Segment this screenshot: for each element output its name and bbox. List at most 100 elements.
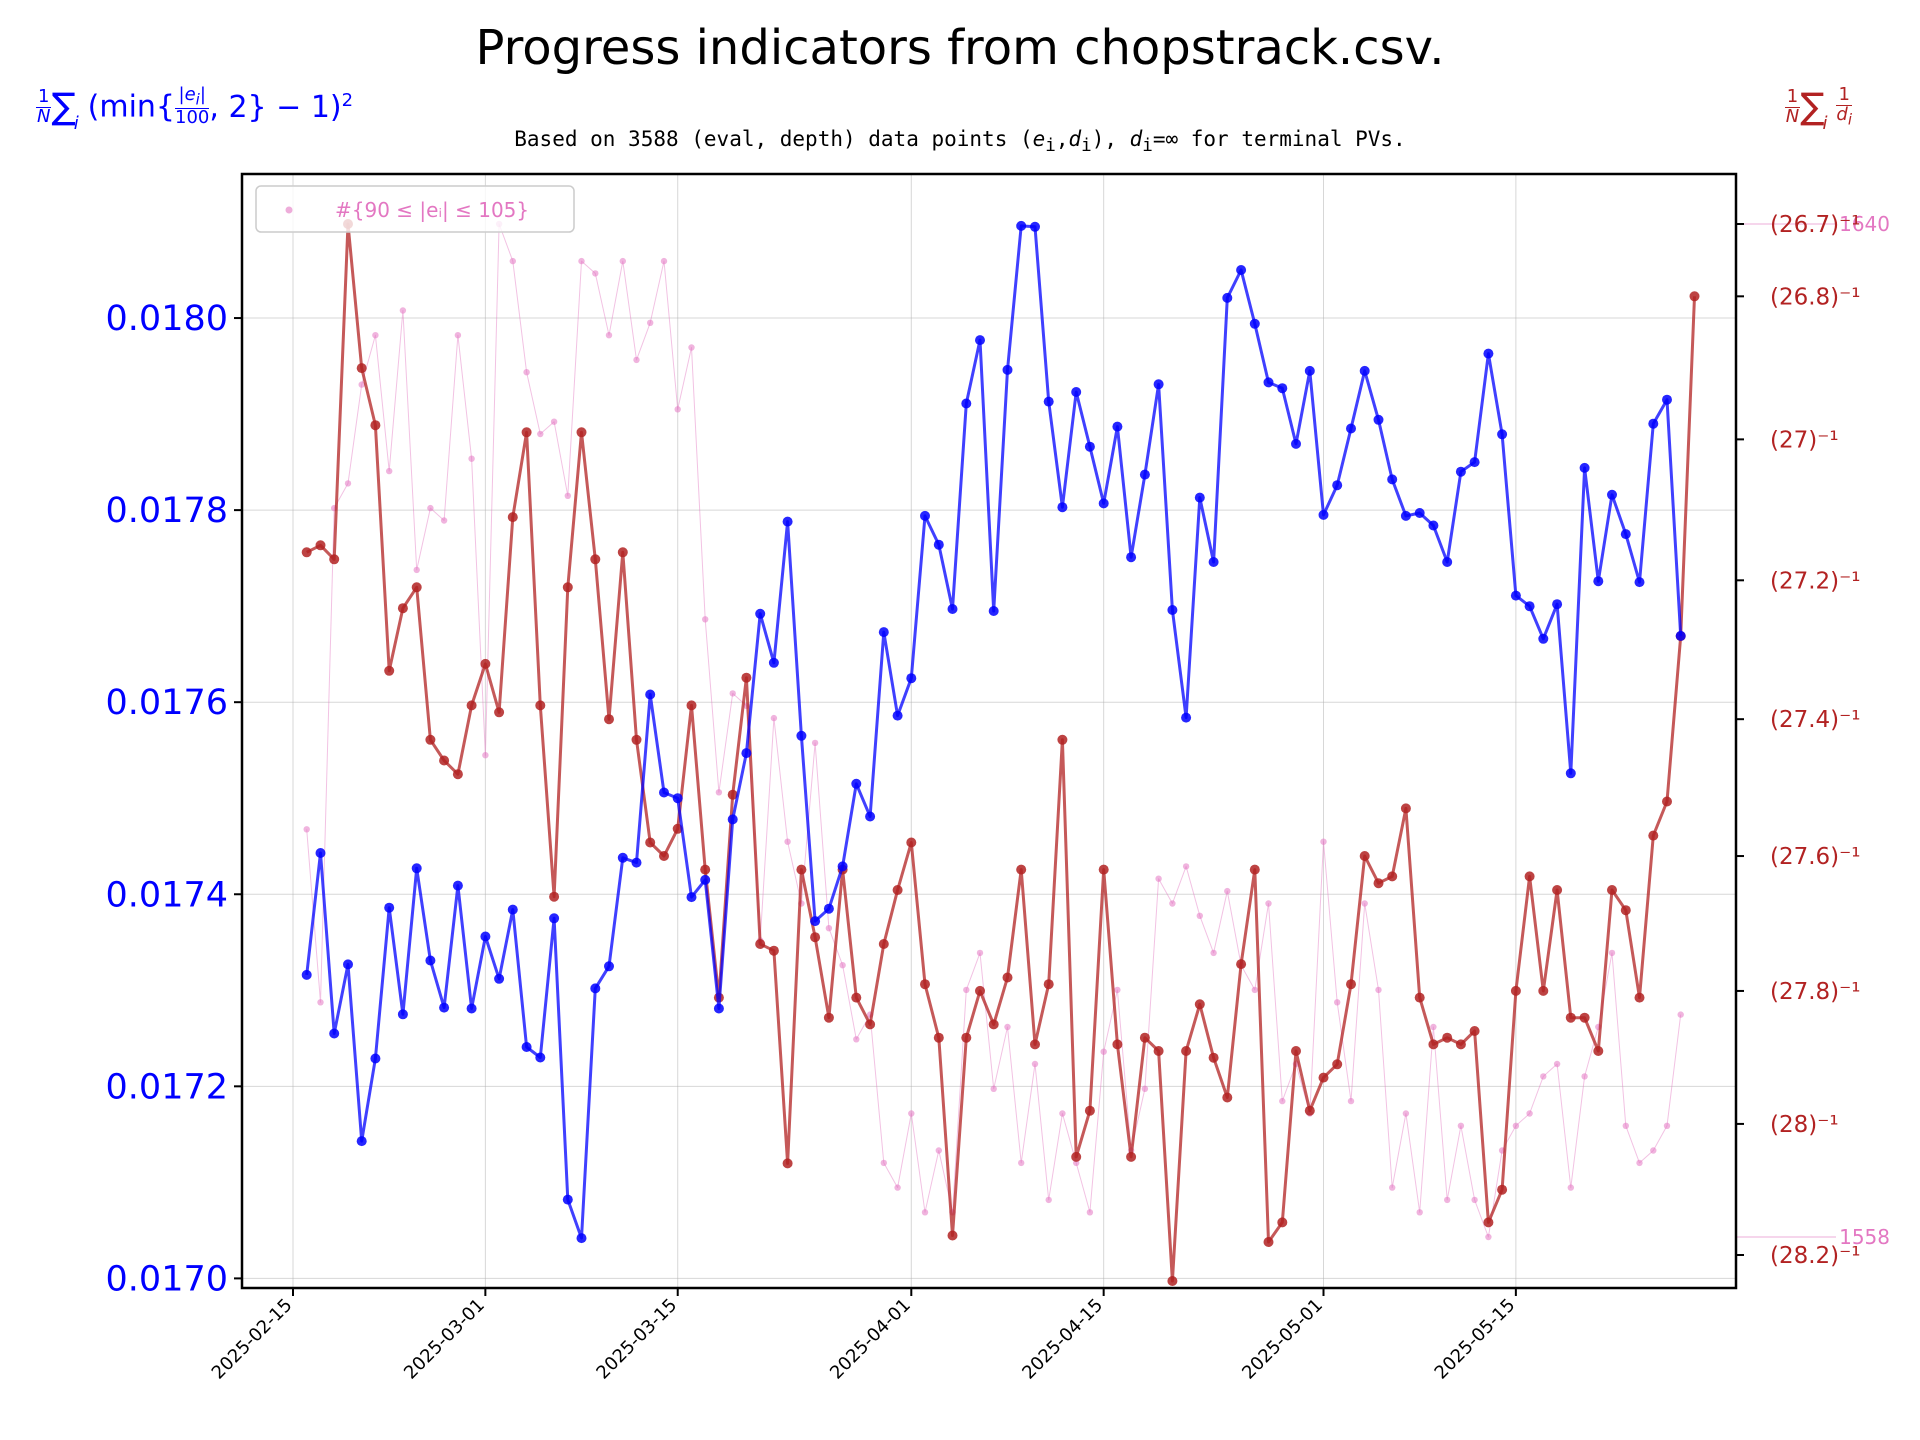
pink-point — [427, 504, 434, 512]
right-axis-label: 1 N ∑i 1 di — [1784, 84, 1852, 135]
blue-point — [562, 1194, 573, 1205]
pink-point — [317, 999, 324, 1006]
red-point — [1057, 734, 1068, 745]
pink-point — [894, 1184, 901, 1191]
red-point — [1414, 992, 1425, 1003]
chart-subtitle: Based on 3588 (eval, depth) data points … — [514, 127, 1406, 157]
blue-point — [755, 608, 766, 619]
blue-point — [1373, 414, 1384, 425]
red-point — [1455, 1039, 1466, 1050]
red-point — [1497, 1184, 1508, 1195]
x-tick-label: 2025-05-01 — [1238, 1295, 1327, 1384]
blue-point — [1153, 379, 1164, 390]
blue-point — [1346, 423, 1356, 434]
pink-point — [1059, 1110, 1066, 1117]
blue-point — [1098, 498, 1109, 509]
blue-point — [988, 606, 999, 616]
blue-point — [1291, 438, 1301, 449]
red-point — [494, 707, 505, 718]
blue-point — [1387, 474, 1398, 485]
red-point — [768, 945, 779, 956]
red-point — [796, 864, 807, 875]
red-point — [947, 1230, 958, 1241]
red-point — [452, 769, 463, 780]
red-point — [1442, 1032, 1453, 1043]
red-point — [1030, 1039, 1040, 1050]
blue-point — [1510, 590, 1521, 601]
pink-point — [770, 714, 778, 722]
blue-point — [604, 961, 614, 972]
red-point — [1263, 1237, 1274, 1247]
blue-point — [1565, 768, 1576, 779]
blue-point — [384, 902, 395, 913]
red-point — [727, 789, 738, 800]
pink-point — [1334, 999, 1341, 1006]
red-point — [1662, 796, 1672, 807]
red-point — [521, 427, 532, 438]
blue-point — [700, 874, 711, 885]
blue-point — [466, 1003, 477, 1014]
blue-point — [1455, 466, 1466, 477]
red-point — [810, 932, 821, 943]
legend-box — [255, 185, 575, 233]
pink-point — [564, 492, 571, 499]
pink-point — [1444, 1196, 1451, 1204]
plot-frame — [240, 172, 1738, 1290]
blue-point — [892, 710, 903, 721]
red-point — [865, 1019, 876, 1030]
red-point — [851, 992, 862, 1003]
chart-title: Progress indicators from chopstrack.csv. — [475, 20, 1445, 76]
x-tick-label: 2025-04-01 — [826, 1295, 915, 1384]
pink-point — [605, 332, 613, 339]
red-point — [439, 755, 450, 766]
blue-point — [631, 857, 642, 868]
pink-point — [784, 838, 791, 845]
red-point — [1071, 1151, 1082, 1162]
blue-point — [659, 787, 669, 798]
blue-point — [439, 1002, 450, 1013]
pink-point — [1224, 887, 1231, 895]
red-point — [1620, 905, 1631, 916]
left-tick-label: 0.0180 — [106, 299, 228, 339]
blue-point — [672, 793, 683, 804]
blue-point — [1648, 418, 1659, 429]
blue-point — [1208, 557, 1219, 567]
blue-point — [329, 1028, 340, 1039]
red-point — [356, 363, 367, 374]
red-point — [1277, 1217, 1288, 1228]
pink-point — [1155, 875, 1162, 882]
left-tick-label: 0.0176 — [106, 683, 228, 723]
blue-point — [1030, 221, 1040, 232]
blue-point — [1112, 421, 1123, 432]
right-tick-label: (27)⁻¹ — [1770, 427, 1839, 453]
pink-point — [1663, 1122, 1671, 1130]
red-point — [1084, 1105, 1095, 1116]
red-point — [1634, 992, 1645, 1003]
x-tick-label: 2025-05-15 — [1431, 1295, 1520, 1384]
pink-point — [1251, 986, 1259, 994]
pink-point — [1526, 1110, 1533, 1117]
pink-point — [963, 986, 970, 994]
red-point — [604, 714, 614, 725]
red-point — [1346, 979, 1356, 990]
pink-point — [1457, 1122, 1465, 1130]
pink-point — [1210, 949, 1217, 957]
red-point — [1153, 1046, 1164, 1056]
pink-point — [729, 690, 736, 697]
blue-point — [1194, 492, 1205, 503]
red-point — [1469, 1026, 1480, 1036]
blue-point — [823, 903, 834, 914]
blue-point — [494, 973, 505, 984]
red-point — [1194, 999, 1205, 1010]
pink-point — [1114, 986, 1121, 994]
red-point — [1565, 1012, 1576, 1023]
red-point — [1098, 864, 1109, 875]
pink-point — [303, 826, 310, 833]
red-point — [1139, 1032, 1150, 1043]
pink-point — [1100, 1048, 1107, 1055]
blue-point — [1249, 318, 1260, 329]
pink-point — [619, 257, 626, 265]
pink-point — [990, 1085, 997, 1093]
red-point — [1208, 1052, 1219, 1063]
